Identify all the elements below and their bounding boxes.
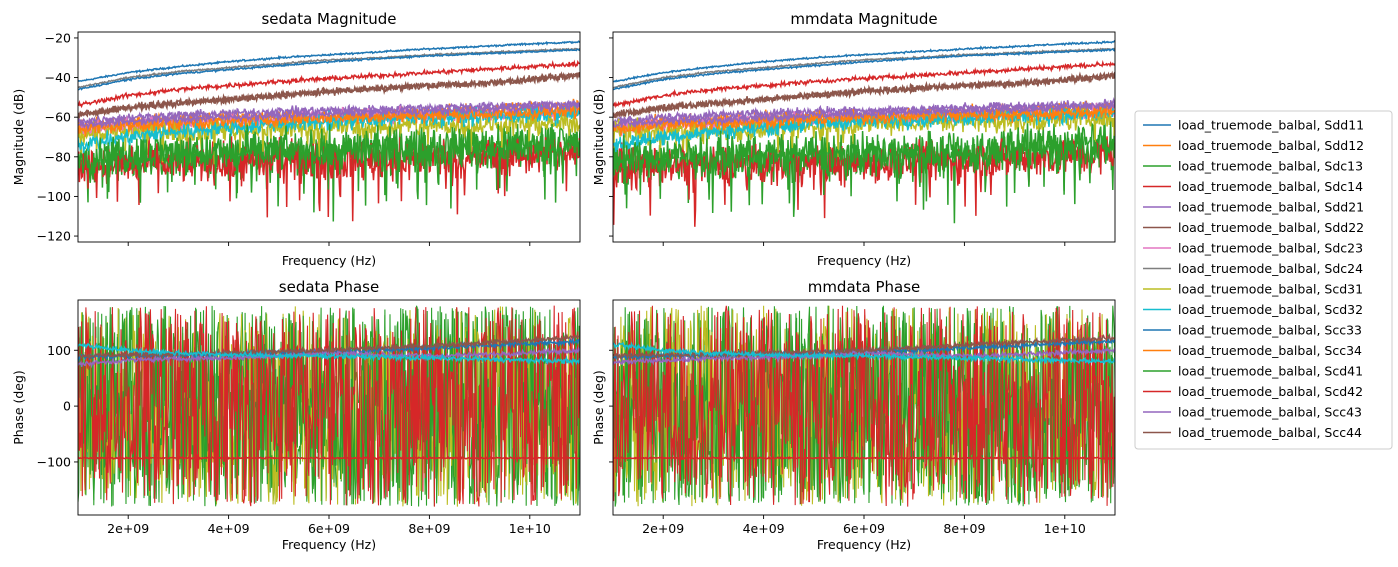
legend-label: load_truemode_balbal, Scd41 xyxy=(1178,364,1363,379)
x-tick-label: 6e+09 xyxy=(843,521,885,536)
legend-item: load_truemode_balbal, Sdd22 xyxy=(1143,220,1364,235)
legend-frame xyxy=(1134,110,1393,450)
series-line-scd32 xyxy=(613,341,1115,365)
x-tick-label: 2e+09 xyxy=(642,521,684,536)
series-line-sdd11 xyxy=(613,39,1115,83)
y-axis-label: Magnitude (dB) xyxy=(11,89,26,185)
series-line-scc33 xyxy=(78,48,580,91)
legend-item: load_truemode_balbal, Sdc23 xyxy=(1143,241,1363,256)
series-line-scc44 xyxy=(613,70,1115,119)
x-tick-label: 1e+10 xyxy=(509,521,551,536)
subplot-top-right: mmdata Magnitude Frequency (Hz) Magnitude … xyxy=(591,10,1116,268)
series-lines xyxy=(78,305,580,507)
series-line-scc44 xyxy=(613,332,1115,360)
legend: load_truemode_balbal, Sdd11 load_truemode… xyxy=(1134,110,1393,450)
legend-label: load_truemode_balbal, Sdc23 xyxy=(1178,241,1363,256)
x-axis-label: Frequency (Hz) xyxy=(282,253,376,268)
legend-label: load_truemode_balbal, Sdc24 xyxy=(1178,261,1363,276)
x-axis-label: Frequency (Hz) xyxy=(817,253,911,268)
y-tick-label: −20 xyxy=(45,30,71,45)
series-line-sdc24 xyxy=(78,47,580,90)
series-line-scc43 xyxy=(78,100,580,132)
legend-item: load_truemode_balbal, Scd42 xyxy=(1143,384,1363,399)
y-tick-label: −100 xyxy=(37,454,71,469)
legend-label: load_truemode_balbal, Scd32 xyxy=(1178,302,1363,317)
series-lines xyxy=(613,305,1115,507)
legend-label: load_truemode_balbal, Sdd22 xyxy=(1178,220,1364,235)
legend-label: load_truemode_balbal, Scd31 xyxy=(1178,282,1363,297)
series-line-scd42 xyxy=(613,59,1115,109)
series-line-sdc14 xyxy=(613,305,1115,507)
y-tick-label: −120 xyxy=(37,229,71,244)
legend-label: load_truemode_balbal, Scc44 xyxy=(1178,425,1362,440)
legend-item: load_truemode_balbal, Sdd11 xyxy=(1143,118,1364,133)
y-tick-label: −100 xyxy=(37,189,71,204)
legend-item: load_truemode_balbal, Sdc13 xyxy=(1143,159,1363,174)
y-tick-label: 100 xyxy=(47,343,71,358)
x-tick-label: 4e+09 xyxy=(743,521,785,536)
legend-item: load_truemode_balbal, Scd32 xyxy=(1143,302,1363,317)
x-tick-label: 2e+09 xyxy=(107,521,149,536)
legend-item: load_truemode_balbal, Sdc24 xyxy=(1143,261,1363,276)
legend-label: load_truemode_balbal, Sdd21 xyxy=(1178,200,1364,215)
x-axis-label: Frequency (Hz) xyxy=(817,537,911,552)
x-tick-label: 8e+09 xyxy=(408,521,450,536)
x-tick-label: 8e+09 xyxy=(943,521,985,536)
legend-item: load_truemode_balbal, Sdc14 xyxy=(1143,179,1363,194)
y-axis-label: Phase (deg) xyxy=(11,370,26,445)
series-line-scd42 xyxy=(78,59,580,109)
x-tick-label: 4e+09 xyxy=(208,521,250,536)
subplot-title: sedata Magnitude xyxy=(261,10,396,28)
legend-item: load_truemode_balbal, Scd31 xyxy=(1143,282,1363,297)
y-tick-label: 0 xyxy=(63,399,71,414)
legend-item: load_truemode_balbal, Scd41 xyxy=(1143,364,1363,379)
subplot-title: mmdata Phase xyxy=(808,278,921,296)
y-tick-label: −80 xyxy=(45,149,71,164)
series-line-scd42 xyxy=(613,454,1115,461)
legend-label: load_truemode_balbal, Sdc13 xyxy=(1178,159,1363,174)
series-line-scc33 xyxy=(613,47,1115,91)
series-line-scd32 xyxy=(78,342,580,367)
series-line-scd41 xyxy=(78,123,580,209)
legend-label: load_truemode_balbal, Sdd12 xyxy=(1178,138,1364,153)
series-line-scd41 xyxy=(613,126,1115,217)
series-line-sdd11 xyxy=(78,40,580,82)
legend-label: load_truemode_balbal, Scc34 xyxy=(1178,343,1362,358)
legend-label: load_truemode_balbal, Sdd11 xyxy=(1178,118,1364,133)
legend-label: load_truemode_balbal, Scc43 xyxy=(1178,405,1362,420)
y-tick-label: −40 xyxy=(45,70,71,85)
series-line-sdc14 xyxy=(613,136,1115,227)
y-axis-label: Magnitude (dB) xyxy=(591,89,606,185)
y-axis-label: Phase (deg) xyxy=(591,370,606,445)
subplot-title: sedata Phase xyxy=(279,278,379,296)
subplot-title: mmdata Magnitude xyxy=(790,10,937,28)
legend-label: load_truemode_balbal, Scc33 xyxy=(1178,323,1362,338)
legend-item: load_truemode_balbal, Scc33 xyxy=(1143,323,1362,338)
series-lines xyxy=(613,39,1115,227)
series-line-scd32 xyxy=(78,103,580,154)
legend-item: load_truemode_balbal, Sdd12 xyxy=(1143,138,1364,153)
x-tick-label: 6e+09 xyxy=(308,521,350,536)
legend-label: load_truemode_balbal, Sdc14 xyxy=(1178,179,1363,194)
subplot-bottom-right: 2e+09 4e+09 6e+09 8e+09 1e+10 mmdata Phase Fre… xyxy=(591,278,1116,552)
subplot-top-left: −120 −100 −80 −60 −40 −20 sedata Magnitude Freq… xyxy=(11,10,581,268)
series-lines xyxy=(78,40,580,222)
x-axis-label: Frequency (Hz) xyxy=(282,537,376,552)
legend-item: load_truemode_balbal, Scc34 xyxy=(1143,343,1362,358)
legend-item: load_truemode_balbal, Scc44 xyxy=(1143,425,1362,440)
subplot-panels: −120 −100 −80 −60 −40 −20 sedata Magnitude Freq… xyxy=(11,10,1116,552)
subplot-bottom-left: −100 0 100 2e+09 4e+09 6e+09 8e+09 1e+10 sedata … xyxy=(11,278,581,552)
legend-label: load_truemode_balbal, Scd42 xyxy=(1178,384,1363,399)
y-tick-label: −60 xyxy=(45,110,71,125)
legend-item: load_truemode_balbal, Sdd21 xyxy=(1143,200,1364,215)
series-line-scd42 xyxy=(78,455,580,461)
series-line-scc43 xyxy=(613,99,1115,129)
series-line-scc34 xyxy=(613,103,1115,136)
x-tick-label: 1e+10 xyxy=(1044,521,1086,536)
legend-item: load_truemode_balbal, Scc43 xyxy=(1143,405,1362,420)
series-line-sdc24 xyxy=(613,47,1115,89)
series-line-scc44 xyxy=(78,71,580,120)
series-line-scc44 xyxy=(78,332,580,360)
